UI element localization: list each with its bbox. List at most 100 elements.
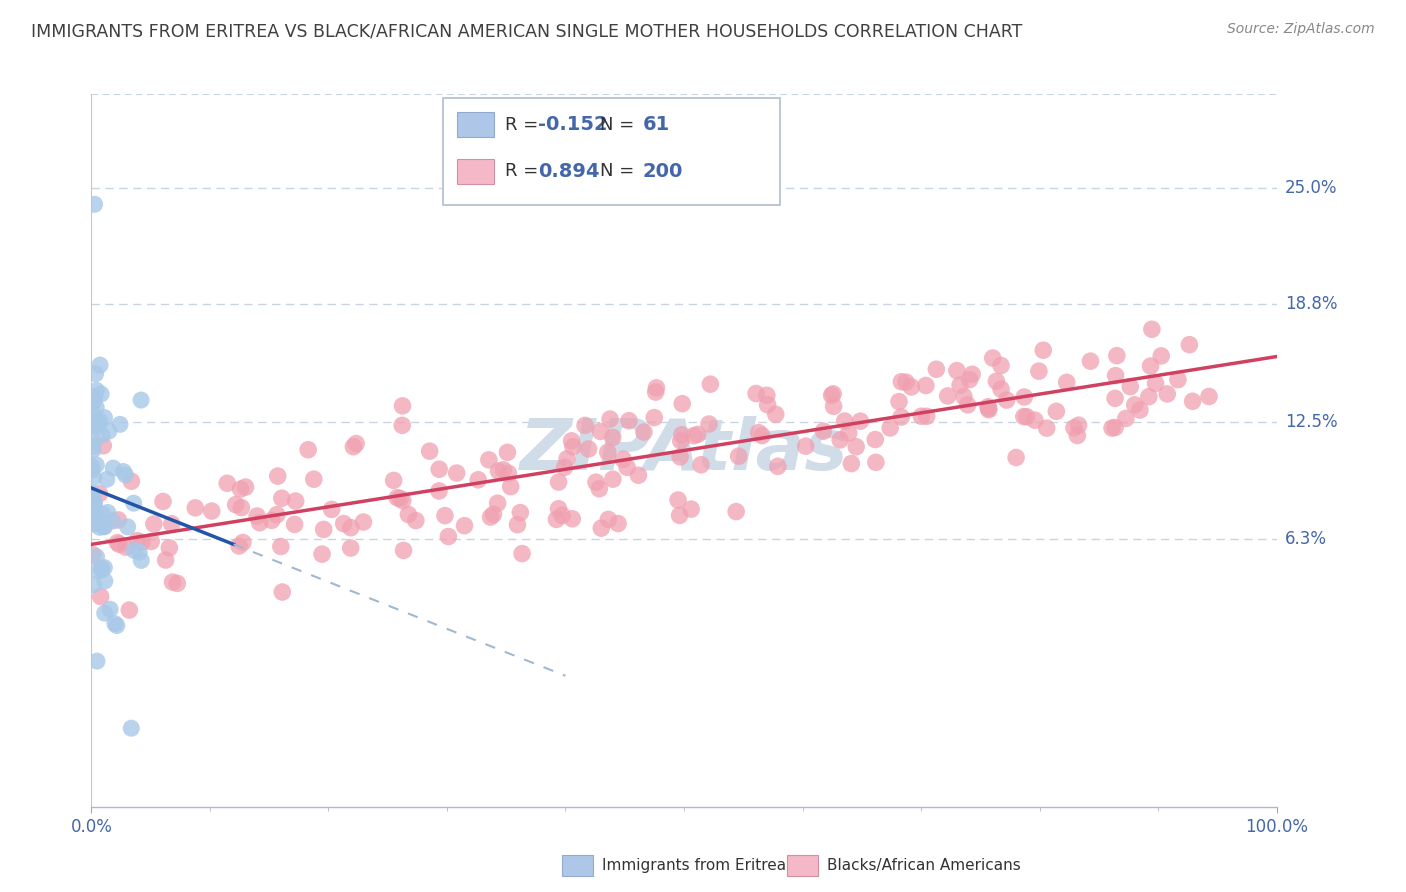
Point — [546, 512, 568, 526]
Point — [80, 486, 103, 500]
Point — [496, 445, 519, 459]
Point — [499, 480, 522, 494]
Point — [437, 529, 460, 543]
Point — [249, 516, 271, 530]
Point — [266, 508, 288, 522]
Point — [1119, 379, 1142, 393]
Point — [599, 412, 621, 426]
Point — [956, 398, 979, 412]
Point — [131, 535, 153, 549]
Point — [340, 521, 363, 535]
Point — [602, 472, 624, 486]
Point — [87, 417, 110, 431]
Point — [84, 367, 107, 381]
Point — [184, 500, 207, 515]
Point — [127, 533, 149, 548]
Point — [1067, 418, 1090, 433]
Point — [1032, 343, 1054, 358]
Point — [91, 507, 114, 521]
Point — [995, 392, 1018, 407]
Point — [990, 382, 1012, 396]
Point — [114, 540, 136, 554]
Point — [949, 378, 972, 392]
Point — [865, 455, 887, 469]
Point — [506, 517, 529, 532]
Point — [427, 462, 450, 476]
Point — [112, 465, 135, 479]
Point — [389, 491, 412, 506]
Point — [96, 472, 118, 486]
Point — [80, 459, 103, 474]
Point — [433, 508, 456, 523]
Point — [297, 442, 319, 457]
Point — [142, 516, 165, 531]
Point — [1028, 364, 1050, 378]
Point — [498, 467, 520, 481]
Text: 25.0%: 25.0% — [1285, 178, 1337, 196]
Point — [271, 585, 294, 599]
Point — [332, 516, 354, 531]
Point — [915, 409, 938, 424]
Point — [260, 513, 283, 527]
Point — [574, 418, 596, 433]
Point — [89, 520, 111, 534]
Point — [82, 443, 104, 458]
Point — [990, 359, 1012, 373]
Point — [482, 508, 505, 522]
Point — [671, 397, 693, 411]
Point — [977, 400, 1000, 414]
Point — [94, 574, 117, 588]
Point — [725, 505, 748, 519]
Point — [486, 496, 509, 510]
Point — [83, 513, 105, 527]
Point — [1012, 390, 1035, 404]
Point — [1156, 387, 1178, 401]
Point — [612, 452, 634, 467]
Point — [342, 440, 364, 454]
Point — [643, 410, 665, 425]
Point — [936, 389, 959, 403]
Point — [823, 387, 845, 401]
Point — [1198, 389, 1220, 403]
Point — [339, 541, 361, 555]
Point — [910, 409, 932, 424]
Point — [666, 493, 689, 508]
Point — [391, 399, 413, 413]
Point — [607, 516, 630, 531]
Point — [766, 459, 789, 474]
Point — [1115, 411, 1137, 425]
Point — [578, 442, 600, 456]
Point — [555, 451, 578, 466]
Point — [554, 460, 576, 475]
Point — [82, 418, 104, 433]
Point — [91, 561, 114, 575]
Point — [302, 472, 325, 486]
Point — [90, 387, 112, 401]
Point — [103, 461, 125, 475]
Point — [90, 590, 112, 604]
Point — [270, 540, 292, 554]
Point — [228, 539, 250, 553]
Point — [155, 553, 177, 567]
Point — [84, 458, 107, 472]
Text: -0.152: -0.152 — [538, 115, 609, 135]
Point — [727, 449, 749, 463]
Point — [93, 606, 115, 620]
Point — [83, 389, 105, 403]
Point — [986, 374, 1008, 388]
Point — [756, 398, 779, 412]
Text: 61: 61 — [643, 115, 669, 135]
Point — [392, 543, 415, 558]
Point — [83, 470, 105, 484]
Point — [89, 486, 111, 500]
Point — [1056, 376, 1078, 390]
Point — [562, 440, 585, 454]
Point — [682, 428, 704, 442]
Point — [311, 547, 333, 561]
Point — [446, 466, 468, 480]
Point — [813, 424, 835, 438]
Point — [141, 534, 163, 549]
Point — [1104, 392, 1126, 406]
Text: 18.8%: 18.8% — [1285, 295, 1337, 313]
Point — [561, 512, 583, 526]
